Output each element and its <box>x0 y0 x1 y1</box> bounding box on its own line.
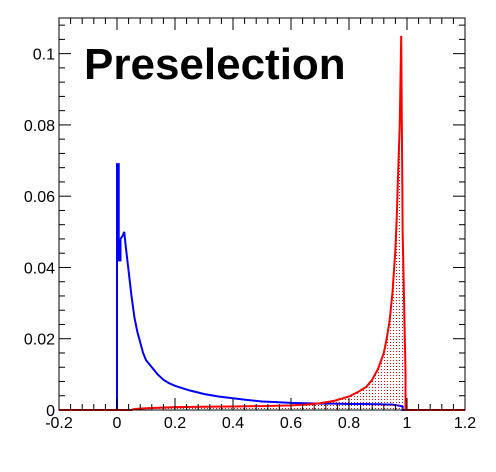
x-tick-label: 0.2 <box>164 415 186 432</box>
y-tick-label: 0.02 <box>24 332 55 349</box>
x-tick-label: 0.8 <box>338 415 360 432</box>
y-tick-label: 0.04 <box>24 260 55 277</box>
plot-frame <box>58 17 466 411</box>
x-tick-label: 0 <box>113 415 122 432</box>
series-1-line <box>59 35 465 411</box>
x-tick-label: 0.4 <box>222 415 244 432</box>
labels-layer: -0.2 0 0.2 0.4 0.6 0.8 1 1.200.020.040.060.080.… <box>24 47 476 432</box>
series-layer <box>59 35 465 411</box>
y-tick-label: 0.06 <box>24 189 55 206</box>
y-tick-label: 0.08 <box>24 118 55 135</box>
series-1-fill <box>59 35 465 410</box>
y-tick-label: 0.1 <box>33 47 55 64</box>
x-tick-label: 0.6 <box>280 415 302 432</box>
x-tick-label: 1.2 <box>454 415 476 432</box>
x-tick-label: -0.2 <box>45 415 73 432</box>
chart-title: Preselection <box>84 40 346 89</box>
y-tick-label: 0 <box>46 403 55 420</box>
x-tick-label: 1 <box>403 415 412 432</box>
